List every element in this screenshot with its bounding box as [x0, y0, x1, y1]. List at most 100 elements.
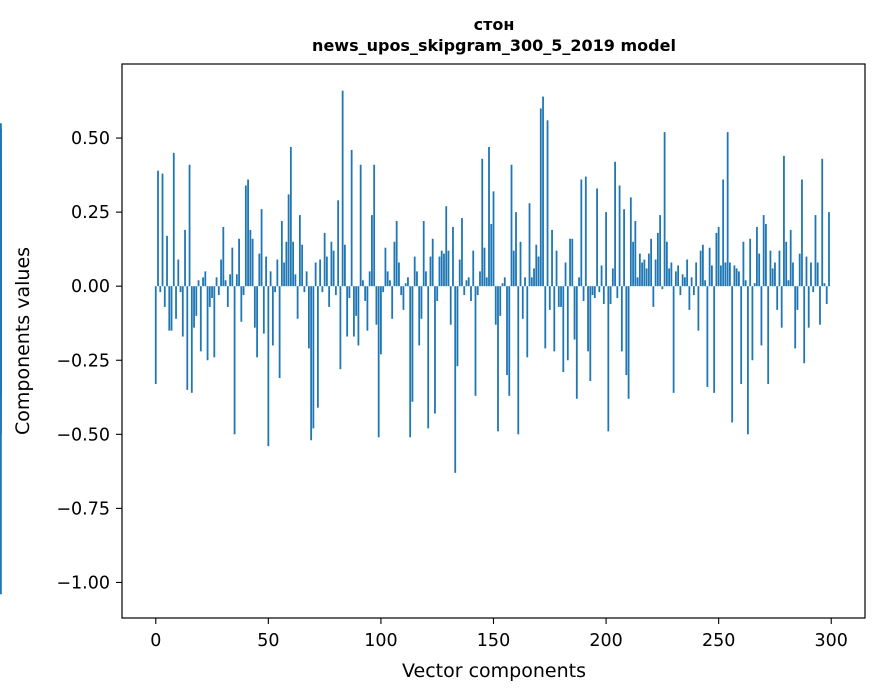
bar-228	[668, 268, 671, 287]
bar-124	[434, 286, 436, 414]
bar-165	[526, 286, 529, 358]
bar-147	[485, 277, 488, 287]
bar-225	[661, 286, 664, 290]
bar-82	[339, 286, 342, 370]
bar-80	[334, 286, 337, 296]
bar-171	[539, 108, 542, 287]
bar-88	[353, 286, 355, 337]
bar-142	[474, 286, 477, 396]
bar-90	[357, 286, 360, 346]
bar-262	[744, 280, 747, 287]
bar-133	[454, 286, 457, 473]
bar-295	[819, 286, 821, 325]
bar-75	[323, 232, 326, 287]
bar-87	[350, 149, 353, 287]
bar-193	[589, 286, 592, 381]
bar-31	[224, 280, 227, 287]
bar-221	[652, 286, 655, 307]
bar-298	[825, 286, 828, 304]
bar-51	[269, 271, 272, 287]
bar-152	[497, 286, 499, 432]
bar-62	[294, 274, 297, 287]
bar-29	[220, 259, 222, 287]
bar-24	[208, 286, 211, 307]
bar-21	[202, 277, 204, 287]
bar-278	[780, 286, 783, 328]
bar-23	[206, 286, 209, 361]
bar-230	[672, 286, 675, 393]
bar-56	[280, 221, 283, 287]
bar-136	[461, 218, 463, 287]
bar-257	[733, 265, 736, 287]
bar-236	[686, 259, 689, 287]
bar-291	[810, 262, 812, 287]
bar-272	[767, 286, 770, 384]
bar-185	[571, 238, 574, 287]
bar-96	[371, 215, 373, 287]
bar-28	[217, 286, 220, 296]
bar-36	[235, 274, 238, 287]
bar-95	[368, 271, 371, 287]
bar-132	[452, 226, 454, 287]
bar-214	[636, 277, 639, 287]
bar-57	[283, 262, 286, 287]
bar-223	[656, 232, 659, 287]
bar-156	[506, 286, 508, 376]
y-tick-label-5: 0.25	[71, 203, 110, 223]
bar-89	[355, 286, 358, 316]
bar-32	[226, 286, 229, 307]
bar-64	[298, 215, 301, 287]
bar-169	[535, 244, 538, 287]
bar-16	[190, 286, 193, 393]
x-tick-label-0: 0	[150, 631, 161, 651]
bar-200	[605, 212, 607, 287]
bar-137	[463, 286, 466, 296]
bar-43	[251, 238, 254, 287]
x-tick-label-100: 100	[364, 631, 397, 651]
plot-frame	[121, 63, 866, 619]
bar-49	[265, 256, 267, 287]
bar-215	[638, 253, 641, 287]
bar-222	[654, 259, 657, 287]
bar-15	[188, 164, 191, 287]
bar-256	[731, 286, 734, 423]
bar-150	[492, 191, 495, 287]
bar-265	[751, 286, 754, 361]
bar-125	[436, 286, 439, 301]
bar-269	[760, 286, 763, 346]
bar-40	[244, 185, 247, 287]
bar-92	[362, 280, 364, 287]
bar-121	[427, 286, 430, 429]
x-axis-label: Vector components	[402, 660, 586, 682]
bar-226	[663, 132, 666, 287]
bar-204	[614, 161, 616, 287]
bar-112	[407, 277, 409, 287]
bar-273	[769, 250, 772, 287]
y-axis-ticks: −1.00 −0.75 −0.50 −0.25 0.00 0.25 0.50	[56, 129, 122, 593]
bar-206	[618, 185, 621, 287]
bar-97	[373, 164, 376, 287]
bar-52	[271, 286, 274, 346]
bar-54	[276, 259, 279, 287]
bar-155	[503, 277, 506, 287]
bar-5	[166, 235, 168, 287]
bar-20	[199, 286, 202, 352]
bar-71	[314, 262, 317, 287]
bar-293	[814, 215, 817, 287]
y-tick-label-2: −0.50	[56, 425, 110, 445]
bar-70	[312, 286, 315, 429]
bar-235	[683, 277, 686, 287]
bar-93	[364, 286, 367, 301]
bar-94	[366, 286, 369, 331]
bar-151	[494, 286, 497, 325]
bar-296	[821, 158, 824, 287]
bar-81	[337, 200, 340, 287]
bar-212	[632, 241, 634, 287]
bar-69	[310, 286, 313, 441]
bar-128	[443, 253, 445, 287]
bar-42	[249, 229, 252, 287]
bar-22	[204, 271, 207, 287]
bar-126	[438, 256, 441, 287]
bar-187	[575, 286, 578, 399]
